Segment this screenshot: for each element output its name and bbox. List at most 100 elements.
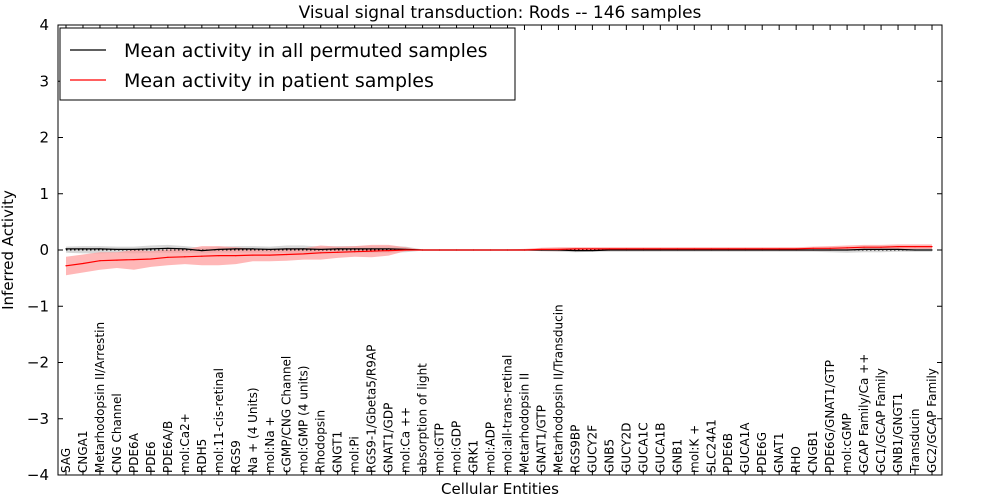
- data-point-patient: [489, 249, 492, 251]
- data-point-permuted: [116, 248, 118, 251]
- data-point-permuted: [65, 248, 67, 250]
- data-point-patient: [540, 248, 543, 251]
- data-point-permuted: [218, 248, 220, 251]
- data-point-permuted: [252, 248, 254, 250]
- x-tick-label: GC1/GCAP Family: [874, 368, 888, 473]
- data-point-patient: [676, 248, 678, 250]
- x-tick-label: mol:GDP: [450, 421, 464, 473]
- data-point-permuted: [710, 249, 712, 251]
- x-tick-label: Metarhodopsin II/Transducin: [551, 304, 565, 473]
- data-point-patient: [778, 248, 780, 250]
- x-tick-label: PDE6B: [721, 433, 735, 473]
- data-point-permuted: [269, 248, 271, 251]
- x-tick-label: PDE6G: [755, 432, 769, 473]
- x-tick-label: GUCY2F: [585, 425, 599, 473]
- x-tick-label: PDE6G/GNAT1/GTP: [823, 360, 837, 473]
- legend-label-patient: Mean activity in patient samples: [124, 70, 434, 92]
- legend: Mean activity in all permuted samples Me…: [59, 27, 516, 101]
- data-point-permuted: [591, 249, 593, 252]
- data-point-patient: [897, 246, 899, 248]
- x-tick-label: RGS9BP: [568, 425, 582, 473]
- x-tick-label: GNB1/GNGT1: [891, 393, 905, 473]
- data-point-patient: [710, 248, 712, 250]
- data-point-permuted: [812, 249, 814, 251]
- data-point-permuted: [371, 248, 373, 250]
- data-point-patient: [303, 253, 305, 255]
- x-tick-label: absorption of light: [416, 363, 430, 473]
- x-tick-label: GUCA1A: [738, 422, 752, 473]
- x-tick-label: mol:cGMP: [840, 413, 854, 473]
- x-tick-label: Metarhodopsin II/Arrestin: [93, 322, 107, 473]
- x-tick-label: PDE6A/B: [161, 421, 175, 473]
- x-tick-label: RGS9: [229, 440, 243, 473]
- plot-frame: [57, 24, 943, 476]
- x-tick-label: mol:11-cis-retinal: [212, 368, 226, 473]
- y-tick-label: −4: [27, 466, 49, 484]
- data-point-permuted: [574, 249, 577, 252]
- x-tick-label: GNGT1: [331, 431, 345, 473]
- data-point-patient: [693, 248, 695, 250]
- x-tick-label: mol:all-trans-retinal: [501, 355, 515, 473]
- data-point-patient: [438, 249, 441, 251]
- x-tick-label: Rhodopsin: [314, 410, 328, 473]
- data-point-patient: [405, 249, 407, 251]
- x-tick-label: SAG: [59, 448, 73, 473]
- data-point-patient: [608, 248, 610, 250]
- data-point-patient: [523, 249, 526, 251]
- data-point-permuted: [133, 248, 135, 251]
- data-point-patient: [931, 246, 933, 248]
- data-point-patient: [795, 248, 797, 250]
- x-tick-label: RHO: [789, 446, 803, 473]
- data-point-patient: [167, 256, 169, 258]
- x-tick-label: mol:Na +: [263, 416, 277, 473]
- x-tick-label: PDE6: [144, 441, 158, 473]
- x-tick-label: CNGA1: [76, 431, 90, 474]
- band-patient: [66, 244, 932, 276]
- x-tick-label: CNG Channel: [110, 393, 124, 473]
- x-tick-label: GUCY2D: [619, 423, 633, 473]
- data-point-patient: [421, 249, 424, 251]
- data-point-permuted: [795, 249, 797, 251]
- data-point-patient: [625, 248, 627, 250]
- data-point-patient: [472, 249, 475, 251]
- x-tick-label: GUCA1C: [636, 422, 650, 473]
- data-point-permuted: [761, 249, 763, 251]
- data-point-permuted: [863, 248, 865, 251]
- data-point-patient: [99, 260, 101, 262]
- data-point-permuted: [82, 248, 84, 250]
- data-point-permuted: [388, 248, 390, 250]
- data-point-patient: [659, 248, 661, 250]
- y-tick-label: 0: [39, 241, 49, 259]
- data-point-permuted: [693, 249, 695, 251]
- x-tick-label: CNGB1: [806, 430, 820, 473]
- data-point-permuted: [676, 249, 678, 251]
- data-point-patient: [744, 248, 746, 250]
- data-point-permuted: [337, 248, 339, 250]
- data-point-patient: [829, 247, 831, 249]
- y-axis-label: Inferred Activity: [0, 190, 17, 310]
- x-tick-label: RGS9-1/Gbeta5/R9AP: [365, 345, 379, 473]
- data-point-patient: [863, 246, 865, 248]
- x-tick-label: mol:GMP (4 units): [297, 366, 311, 473]
- x-axis-label: Cellular Entities: [441, 480, 559, 498]
- data-point-permuted: [150, 248, 152, 250]
- data-point-patient: [574, 248, 577, 250]
- x-tick-label: GRK1: [467, 440, 481, 473]
- x-tick-label: GNAT1/GDP: [382, 403, 396, 473]
- data-point-permuted: [727, 249, 729, 251]
- y-axis: −4 −3 −2 −1 0 1 2 3 4: [27, 16, 942, 484]
- chart-title: Visual signal transduction: Rods -- 146 …: [299, 3, 702, 23]
- data-point-patient: [184, 256, 186, 258]
- data-point-permuted: [880, 248, 882, 251]
- data-point-patient: [846, 247, 848, 249]
- data-point-permuted: [931, 249, 933, 251]
- x-tick-label: RDH5: [195, 439, 209, 473]
- x-tick-label: cGMP/CNG Channel: [280, 356, 294, 473]
- data-point-patient: [252, 254, 254, 256]
- data-point-patient: [506, 249, 509, 251]
- data-point-permuted: [201, 249, 203, 252]
- data-point-patient: [218, 255, 220, 257]
- x-tick-label: mol:GTP: [433, 423, 447, 473]
- data-point-patient: [880, 246, 882, 248]
